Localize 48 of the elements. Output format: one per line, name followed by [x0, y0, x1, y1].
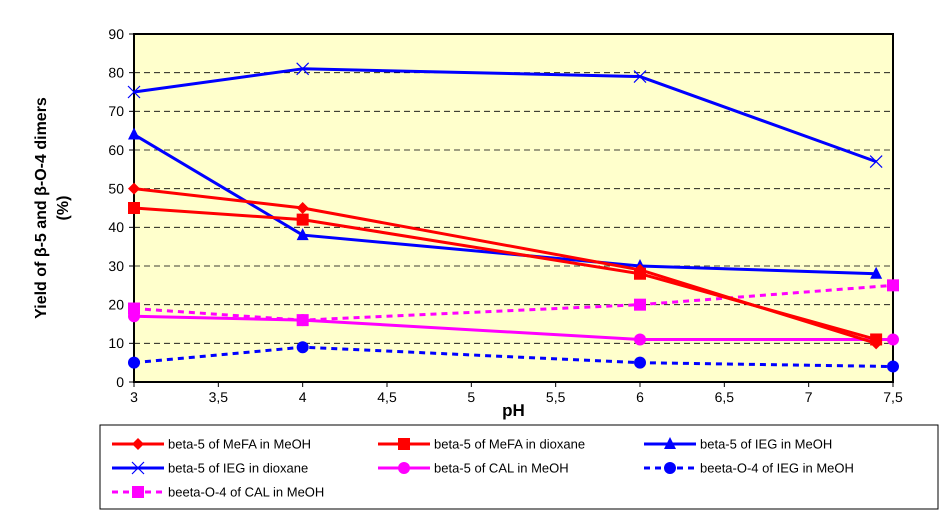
point [634, 356, 646, 369]
x-tick-label: 7 [804, 389, 813, 405]
y-tick-label: 90 [108, 26, 124, 42]
x-tick-label: 3 [130, 389, 138, 405]
y-tick-label: 30 [108, 258, 124, 274]
point [296, 202, 309, 214]
y-tick-label: 50 [108, 180, 124, 197]
legend-label: beta-5 of MeFA in MeOH [168, 436, 312, 452]
point [887, 333, 899, 346]
legend-label: beta-5 of CAL in MeOH [434, 460, 569, 476]
point [634, 333, 646, 346]
point [128, 356, 140, 369]
point [296, 214, 309, 226]
legend-label: beta-5 of IEG in MeOH [700, 436, 832, 452]
legend-label: beeta-O-4 of IEG in MeOH [700, 460, 854, 476]
x-tick-label: 4 [298, 389, 307, 405]
y-tick-label: 40 [108, 219, 124, 236]
point [296, 62, 310, 76]
x-tick-label: 3,5 [208, 389, 228, 405]
point [887, 279, 899, 292]
legend-label: beta-5 of IEG in dioxane [168, 460, 308, 476]
legend-label: beta-5 of MeFA in dioxane [434, 436, 586, 452]
point [870, 155, 883, 168]
x-tick-label: 6 [636, 389, 644, 405]
x-tick-label: 4,5 [377, 389, 397, 405]
legend-label: beeta-O-4 of CAL in MeOH [168, 484, 324, 500]
point [296, 341, 309, 354]
y-tick-label: 80 [108, 64, 124, 81]
point [633, 70, 647, 84]
point [870, 266, 882, 279]
y-axis-title: Yield of β-5 and β-O-4 dimers (%) [33, 97, 72, 319]
x-tick-label: 7,5 [883, 389, 903, 405]
point [128, 182, 140, 195]
x-tick-label: 5 [467, 389, 476, 405]
x-tick-label: 5,5 [546, 389, 566, 405]
point [128, 128, 140, 140]
point [887, 360, 899, 373]
y-tick-label: 60 [108, 142, 124, 158]
point [634, 298, 646, 311]
y-tick-label: 20 [108, 296, 124, 313]
x-tick-label: 6,5 [714, 389, 734, 405]
point [296, 228, 309, 240]
point [127, 85, 141, 99]
y-tick-label: 70 [108, 103, 124, 120]
y-tick-label: 0 [116, 374, 124, 390]
point [128, 202, 140, 214]
y-tick-label: 10 [108, 335, 124, 352]
x-axis-title: pH [502, 401, 525, 420]
